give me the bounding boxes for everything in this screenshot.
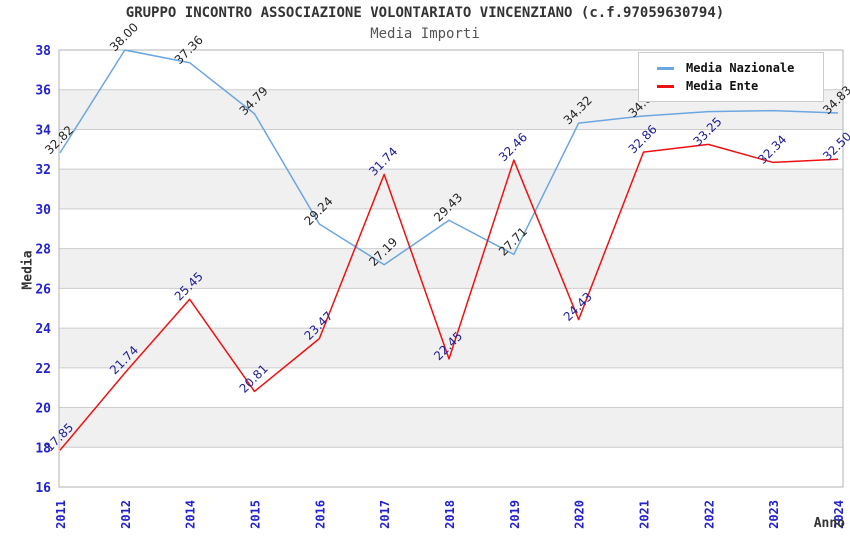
plot-band bbox=[59, 208, 843, 249]
x-tick-label: 2014 bbox=[184, 500, 198, 529]
media-nazionale-data-label: 38.00 bbox=[107, 20, 141, 54]
y-tick-label: 28 bbox=[35, 243, 51, 258]
plot-band bbox=[59, 129, 843, 170]
y-tick-label: 38 bbox=[35, 44, 51, 59]
y-tick-label: 36 bbox=[35, 84, 51, 99]
y-tick-label: 24 bbox=[35, 322, 51, 337]
y-tick-label: 18 bbox=[35, 441, 51, 456]
x-tick-label: 2021 bbox=[638, 500, 652, 529]
y-axis-ticks: 16 18 20 22 24 26 28 30 32 34 36 38 bbox=[35, 44, 51, 496]
plot-bands bbox=[59, 50, 843, 487]
x-tick-label: 2017 bbox=[378, 500, 392, 529]
chart-subtitle: Media Importi bbox=[370, 26, 480, 42]
legend-item-media-ente: Media Ente bbox=[657, 77, 815, 95]
legend-label-media-nazionale: Media Nazionale bbox=[686, 61, 795, 75]
y-tick-label: 30 bbox=[35, 203, 51, 218]
y-tick-label: 22 bbox=[35, 362, 51, 377]
plot-band bbox=[59, 407, 843, 448]
x-tick-label: 2023 bbox=[767, 500, 781, 529]
media-nazionale-line bbox=[59, 49, 839, 266]
x-axis-ticks: 2011 2012 2014 2015 2016 2017 2018 2019 2020 2021… bbox=[54, 500, 846, 529]
legend-label-media-ente: Media Ente bbox=[686, 79, 759, 93]
plot-band bbox=[59, 288, 843, 329]
x-tick-label: 2018 bbox=[443, 500, 457, 529]
x-tick-label: 2019 bbox=[508, 500, 522, 529]
x-tick-label: 2024 bbox=[832, 500, 846, 529]
media-ente-line-swatch bbox=[657, 84, 674, 88]
x-tick-label: 2012 bbox=[119, 500, 133, 529]
x-tick-label: 2015 bbox=[249, 500, 263, 529]
x-tick-label: 2022 bbox=[702, 500, 716, 529]
legend: Media Nazionale Media Ente bbox=[638, 52, 824, 102]
y-tick-label: 32 bbox=[35, 163, 51, 178]
plot-band bbox=[59, 248, 843, 289]
y-tick-label: 20 bbox=[35, 402, 51, 417]
plot-band bbox=[59, 328, 843, 368]
x-tick-label: 2011 bbox=[54, 500, 68, 529]
y-axis-name: Media bbox=[20, 250, 36, 290]
y-tick-label: 26 bbox=[35, 282, 51, 297]
plot-band bbox=[59, 367, 843, 408]
x-axis-name: Anno bbox=[813, 516, 845, 531]
plot-border bbox=[58, 49, 844, 488]
y-tick-label: 34 bbox=[35, 123, 51, 138]
media-ente-line bbox=[59, 143, 839, 451]
legend-item-media-nazionale: Media Nazionale bbox=[657, 59, 815, 77]
plot-band bbox=[59, 169, 843, 209]
x-tick-label: 2020 bbox=[573, 500, 587, 529]
chart-title: GRUPPO INCONTRO ASSOCIAZIONE VOLONTARIAT… bbox=[125, 5, 725, 21]
media-nazionale-line-swatch bbox=[657, 66, 674, 70]
y-tick-label: 16 bbox=[35, 481, 51, 496]
plot-band bbox=[59, 447, 843, 487]
x-tick-label: 2016 bbox=[313, 500, 327, 529]
